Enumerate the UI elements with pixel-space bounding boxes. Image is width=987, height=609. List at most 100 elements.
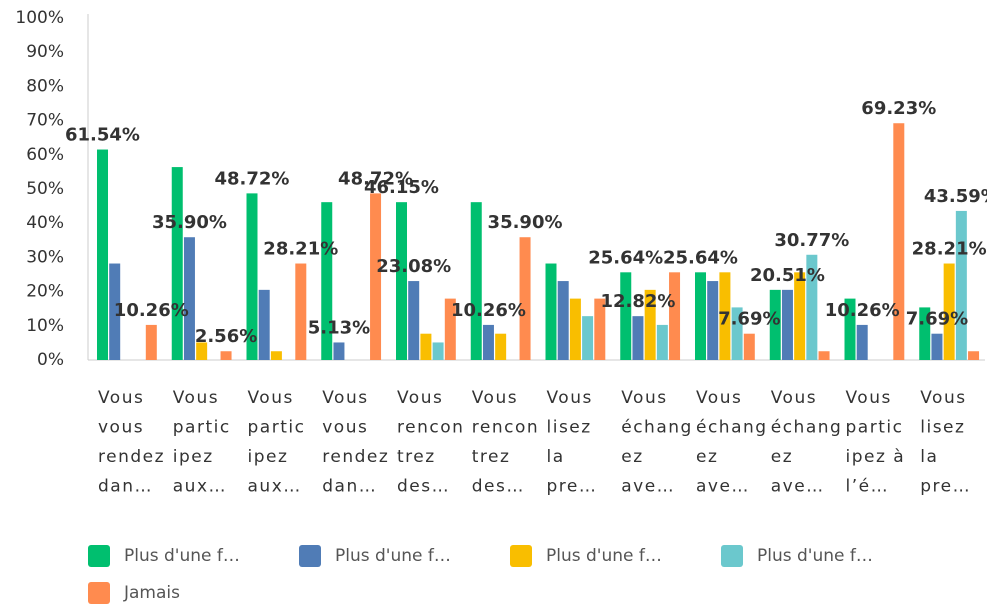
bar (495, 333, 507, 360)
x-tick-label: dan… (98, 477, 153, 497)
bar (97, 149, 108, 360)
bar (171, 167, 183, 360)
bar (644, 289, 656, 360)
data-label: 10.26% (114, 300, 189, 321)
legend-label: Plus d'une f… (335, 546, 451, 566)
y-tick-label: 50% (26, 179, 64, 199)
x-tick-label: ez (696, 447, 718, 467)
data-label: 28.21% (263, 239, 338, 260)
x-tick-label: la (547, 447, 565, 467)
data-label: 2.56% (195, 326, 257, 347)
y-tick-label: 30% (26, 247, 64, 267)
x-tick-label: échang (621, 418, 693, 438)
x-tick-label: ave… (696, 477, 750, 497)
bar (220, 351, 232, 360)
x-tick-label: ez (621, 447, 643, 467)
bar (943, 263, 955, 360)
legend-label: Jamais (123, 583, 180, 603)
bar (470, 202, 482, 360)
y-tick-label: 100% (15, 8, 64, 28)
data-label: 48.72% (215, 168, 290, 189)
x-tick-label: Vous (472, 388, 518, 408)
x-tick-label: la (920, 447, 938, 467)
bar (432, 342, 444, 360)
bar (183, 237, 195, 360)
x-tick-label: lisez (547, 418, 592, 438)
y-tick-label: 90% (26, 42, 64, 62)
x-tick-label: Vous (173, 388, 219, 408)
bar (893, 123, 905, 360)
bar (806, 254, 818, 360)
bar (632, 316, 644, 360)
bar (333, 342, 345, 360)
bar (695, 272, 706, 360)
bar (719, 272, 731, 360)
data-label: 48.72% (338, 168, 413, 189)
x-tick-label: vous (98, 418, 144, 438)
x-tick-label: Vous (920, 388, 966, 408)
x-tick-label: aux… (248, 477, 302, 497)
bar (295, 263, 307, 360)
x-tick-label: ave… (621, 477, 675, 497)
data-label: 30.77% (774, 230, 849, 251)
bar (420, 333, 432, 360)
x-tick-label: aux… (173, 477, 227, 497)
x-tick-label: ipez à (846, 447, 906, 467)
x-tick-label: rencon (472, 418, 539, 438)
bar (569, 298, 581, 360)
data-label: 61.54% (65, 125, 140, 146)
x-tick-label: Vous (696, 388, 742, 408)
x-tick-label: Vous (98, 388, 144, 408)
data-label: 69.23% (861, 98, 936, 119)
bar (545, 263, 557, 360)
data-label: 25.64% (588, 247, 663, 268)
y-tick-label: 0% (37, 350, 64, 370)
legend-swatch (88, 582, 110, 604)
x-tick-label: échang (771, 418, 843, 438)
y-tick-label: 40% (26, 213, 64, 233)
legend-swatch (721, 545, 743, 567)
bar (931, 333, 943, 360)
bar (594, 298, 606, 360)
x-tick-label: Vous (322, 388, 368, 408)
y-tick-label: 80% (26, 76, 64, 96)
x-tick-label: Vous (397, 388, 443, 408)
bar (370, 193, 382, 360)
bar (482, 324, 494, 360)
x-tick-label: ipez (173, 447, 214, 467)
legend-label: Plus d'une f… (546, 546, 662, 566)
data-label: 7.69% (718, 309, 780, 330)
x-tick-label: Vous (846, 388, 892, 408)
bar (743, 333, 755, 360)
bar (656, 324, 668, 360)
bar (196, 342, 208, 360)
data-label: 10.26% (451, 300, 526, 321)
bar (519, 237, 531, 360)
x-tick-label: Vous (621, 388, 667, 408)
bar (246, 193, 258, 360)
bar (781, 289, 793, 360)
x-tick-label: rendez (98, 447, 165, 467)
bar (731, 307, 743, 360)
x-tick-label: l’é… (846, 477, 890, 497)
x-tick-label: trez (397, 447, 436, 467)
bar (794, 272, 806, 360)
x-tick-label: des… (397, 477, 450, 497)
x-tick-label: partic (846, 418, 904, 438)
bar (856, 324, 868, 360)
x-tick-label: Vous (771, 388, 817, 408)
y-tick-label: 20% (26, 282, 64, 302)
x-tick-label: pre… (920, 477, 971, 497)
x-tick-label: rendez (322, 447, 389, 467)
x-tick-label: vous (322, 418, 368, 438)
data-label: 25.64% (663, 247, 738, 268)
x-tick-label: dan… (322, 477, 377, 497)
data-label: 12.82% (600, 291, 675, 312)
legend-swatch (88, 545, 110, 567)
data-label: 7.69% (906, 309, 968, 330)
bar (968, 351, 980, 360)
bar (557, 281, 569, 360)
legend-label: Plus d'une f… (124, 546, 240, 566)
data-label: 28.21% (912, 239, 987, 260)
x-tick-label: échang (696, 418, 768, 438)
